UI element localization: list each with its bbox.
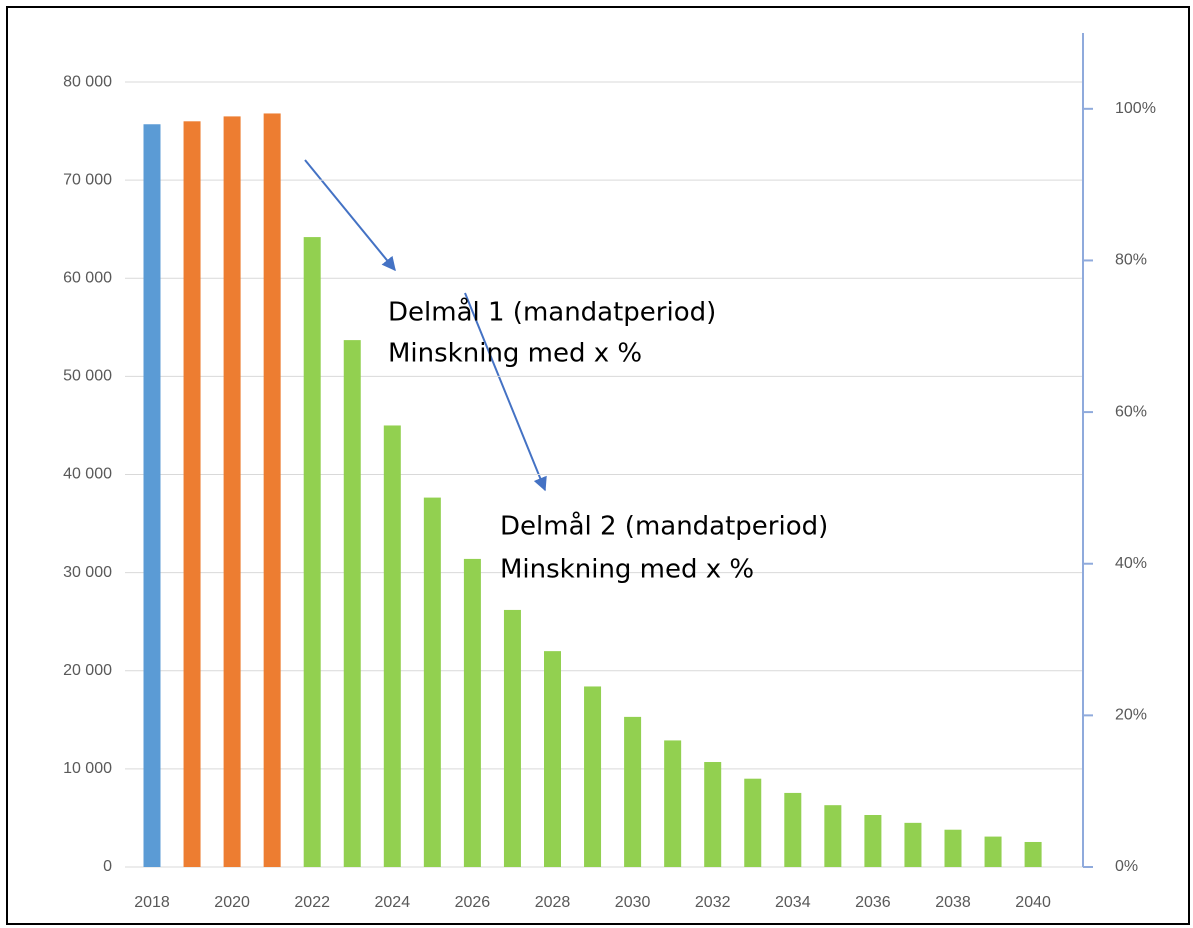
y2-tick-label: 60%	[1115, 403, 1147, 420]
x-tick-label: 2040	[1015, 894, 1051, 911]
bar	[183, 121, 201, 867]
bar	[383, 425, 401, 867]
x-tick-label: 2020	[214, 894, 250, 911]
bar	[664, 740, 682, 867]
bar	[824, 805, 842, 867]
y-tick-label: 20 000	[63, 662, 112, 679]
bar	[624, 716, 642, 867]
bar	[864, 814, 882, 867]
x-tick-label: 2036	[855, 894, 891, 911]
x-tick-label: 2038	[935, 894, 971, 911]
bar	[503, 609, 521, 867]
bar	[1024, 841, 1042, 867]
bar	[944, 829, 962, 867]
x-tick-label: 2024	[375, 894, 411, 911]
y-tick-label: 10 000	[63, 760, 112, 777]
y-tick-label: 0	[103, 858, 112, 875]
arrow	[304, 159, 396, 272]
annotation: Minskning med x %	[500, 555, 754, 585]
bar	[343, 340, 361, 867]
bar	[744, 778, 762, 867]
bar	[423, 497, 441, 867]
bar	[704, 762, 722, 867]
y2-tick-label: 80%	[1115, 252, 1147, 269]
y-tick-label: 50 000	[63, 368, 112, 385]
y-tick-label: 30 000	[63, 564, 112, 581]
y-tick-label: 40 000	[63, 466, 112, 483]
bar	[463, 558, 481, 867]
bar	[904, 822, 922, 867]
bar	[544, 651, 561, 867]
x-tick-label: 2018	[134, 894, 170, 911]
y2-tick-label: 40%	[1115, 555, 1147, 572]
annotation: Delmål 2 (mandatperiod)	[500, 511, 828, 542]
bar	[784, 792, 802, 867]
x-tick-label: 2026	[455, 894, 491, 911]
x-tick-label: 2022	[294, 894, 330, 911]
y2-tick-label: 20%	[1115, 707, 1147, 724]
x-tick-label: 2028	[535, 894, 571, 911]
y-tick-label: 70 000	[63, 171, 112, 188]
x-tick-label: 2034	[775, 894, 811, 911]
bar	[584, 686, 602, 867]
bar	[303, 237, 321, 867]
y2-tick-label: 100%	[1115, 100, 1156, 117]
bar	[143, 124, 161, 868]
y-tick-label: 60 000	[63, 270, 112, 287]
frame	[6, 6, 1190, 925]
x-tick-label: 2032	[695, 894, 731, 911]
y-tick-label: 80 000	[63, 73, 112, 90]
bar	[223, 116, 241, 867]
arrow	[464, 292, 547, 492]
annotation: Minskning med x %	[388, 339, 642, 369]
bar	[263, 113, 281, 867]
y2-tick-label: 0%	[1115, 858, 1138, 875]
bar	[984, 836, 1002, 867]
annotation: Delmål 1 (mandatperiod)	[388, 297, 716, 328]
x-tick-label: 2030	[615, 894, 651, 911]
